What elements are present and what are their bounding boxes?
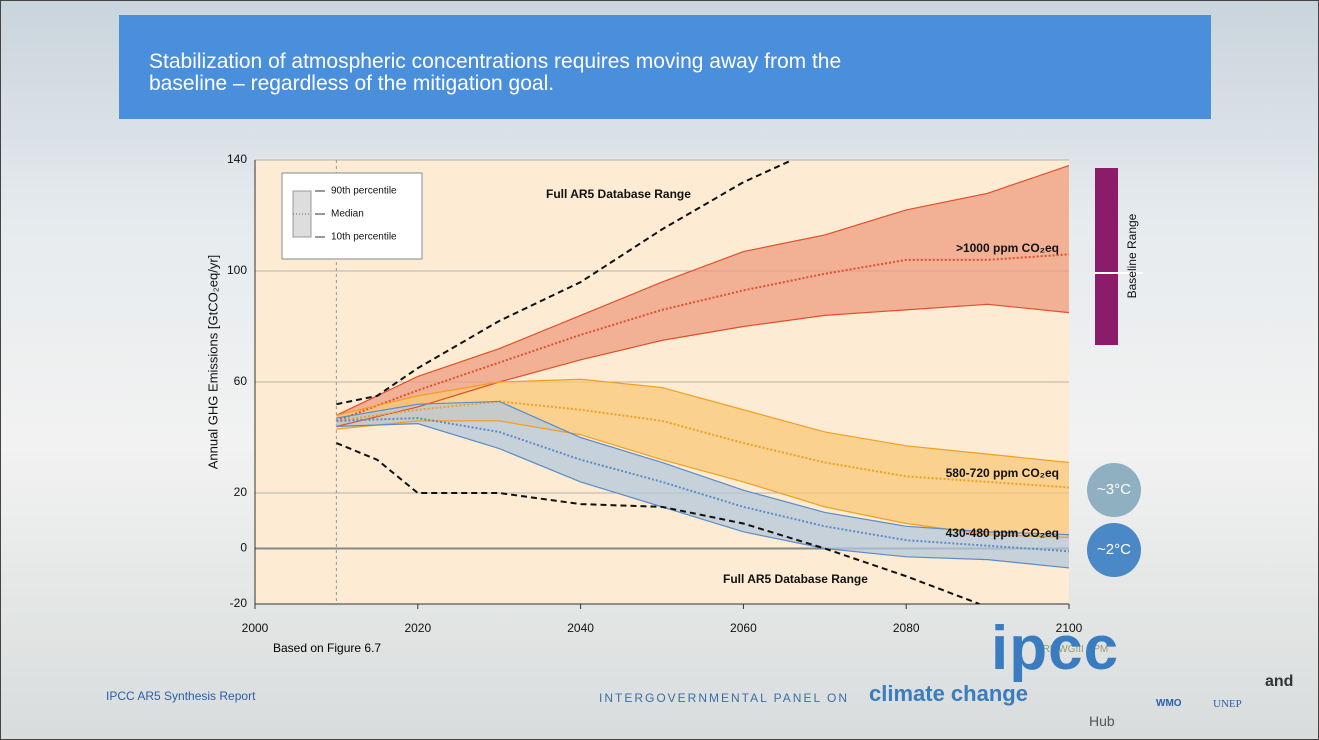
x-tick-label: 2000 [242, 621, 269, 635]
y-tick-label: 60 [234, 374, 248, 388]
baseline-label: Baseline Range [1125, 213, 1139, 298]
x-tick-label: 2080 [893, 621, 920, 635]
percentile-line [336, 303, 1069, 427]
x-tick-label: 2020 [404, 621, 431, 635]
logo-line: climate change [869, 681, 1028, 706]
range-label: Full AR5 Database Range [546, 187, 691, 201]
range-label: Full AR5 Database Range [723, 572, 868, 586]
unep: UNEP [1213, 698, 1242, 710]
band [336, 165, 1069, 427]
series-label: >1000 ppm CO₂eq [956, 241, 1059, 255]
title-bar: Stabilization of atmospheric concentrati… [119, 15, 1211, 119]
x-tick-label: 2040 [567, 621, 594, 635]
series-label: 580-720 ppm CO₂eq [946, 466, 1059, 480]
warming-badge: ~2°C [1087, 523, 1141, 577]
x-tick-label: 2060 [730, 621, 757, 635]
baseline-bar [1095, 168, 1118, 345]
percentile-line [336, 378, 1069, 464]
range-line [336, 160, 793, 406]
legend-label: Median [331, 209, 364, 220]
band [336, 401, 1069, 568]
footer: IPCC AR5 Synthesis Report [106, 689, 256, 703]
slide-title: Stabilization of atmospheric concentrati… [149, 50, 842, 95]
x-tick-label: 2100 [1056, 621, 1083, 635]
median-line [336, 253, 1069, 422]
y-axis-label: Annual GHG Emissions [GtCO₂eq/yr] [205, 255, 220, 470]
percentile-line [336, 423, 1069, 569]
percentile-line [336, 400, 1069, 536]
range-line [336, 442, 980, 604]
y-tick-label: 100 [227, 263, 247, 277]
logo: ipcc [991, 614, 1120, 683]
median-line [336, 417, 1069, 553]
hub: Hub [1089, 713, 1115, 729]
legend-label: 10th percentile [331, 232, 397, 243]
percentile-line [336, 164, 1069, 416]
spm-note: AR5 WGIII SPM [1036, 644, 1109, 655]
y-tick-label: 140 [227, 152, 247, 166]
legend-label: 90th percentile [331, 186, 397, 197]
y-tick-label: -20 [230, 596, 248, 610]
wmo: WMO [1156, 698, 1182, 709]
source-note: Based on Figure 6.7 [273, 641, 382, 655]
warming-badge: ~3°C [1087, 463, 1141, 517]
y-tick-label: 20 [234, 485, 248, 499]
y-tick-label: 0 [240, 541, 247, 555]
series-label: 430-480 ppm CO₂eq [946, 526, 1059, 540]
logo-line: INTERGOVERNMENTAL PANEL ON [599, 691, 850, 705]
and: and [1265, 673, 1294, 690]
